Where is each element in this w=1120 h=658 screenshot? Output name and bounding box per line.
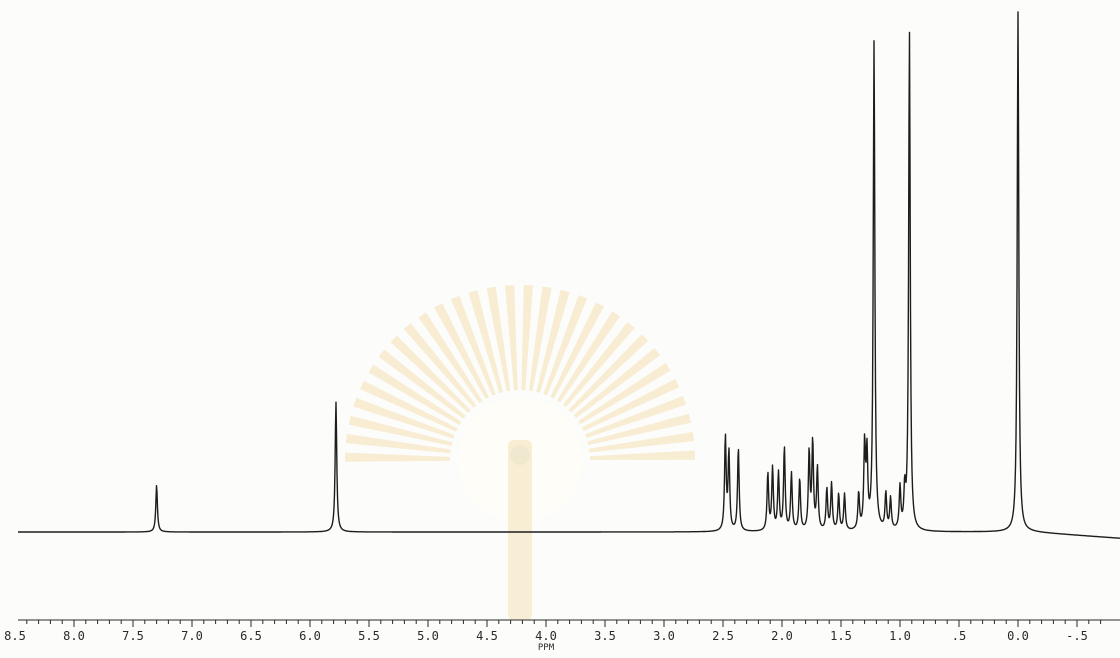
watermark-ray xyxy=(556,311,620,403)
watermark-ray xyxy=(434,303,489,399)
spectrum-trace xyxy=(17,11,1120,539)
watermark-ray xyxy=(486,286,511,392)
x-tick-label: 5.0 xyxy=(417,629,439,643)
x-tick-label: 6.5 xyxy=(240,629,262,643)
watermark-ray xyxy=(378,349,466,419)
watermark-ray xyxy=(587,413,691,446)
x-tick-label: 4.5 xyxy=(476,629,498,643)
watermark-sunburst xyxy=(345,285,695,462)
watermark-ray xyxy=(345,433,451,454)
watermark-ray xyxy=(390,335,471,413)
watermark-ray xyxy=(360,380,458,432)
x-tick-label: 5.5 xyxy=(358,629,380,643)
watermark-ray xyxy=(418,312,483,404)
x-tick-label: 3.5 xyxy=(594,629,616,643)
watermark-ray xyxy=(585,395,687,438)
x-tick-label: 1.5 xyxy=(830,629,852,643)
watermark-emblem xyxy=(345,285,695,620)
watermark-ray xyxy=(468,290,503,394)
x-tick-label: 7.5 xyxy=(122,629,144,643)
x-tick-label: 4.0 xyxy=(535,629,557,643)
x-axis-tick-labels: 8.5 8.0 7.5 7.0 6.5 6.0 5.5 5.0 4.5 4.0 3.5 3.0 2.5 2… xyxy=(4,629,1088,643)
x-axis: 8.5 8.0 7.5 7.0 6.5 6.0 5.5 5.0 4.5 4.0 3.5 3.0 2.5 2… xyxy=(4,619,1120,653)
x-tick-label: 8.0 xyxy=(63,629,85,643)
x-tick-label: 6.0 xyxy=(299,629,321,643)
watermark-ray xyxy=(568,334,649,413)
watermark-ray xyxy=(578,362,671,425)
x-tick-label: -.5 xyxy=(1066,629,1088,643)
watermark-ray xyxy=(589,431,694,453)
watermark-ray xyxy=(589,450,695,460)
watermark-ray xyxy=(368,364,462,425)
watermark-ray xyxy=(505,285,518,391)
watermark-ray xyxy=(573,347,661,419)
x-tick-label: .5 xyxy=(952,629,966,643)
watermark-ray xyxy=(550,302,605,399)
x-axis-title: PPM xyxy=(538,643,555,653)
watermark-ray xyxy=(450,295,496,396)
x-tick-label: 2.5 xyxy=(712,629,734,643)
watermark-ray xyxy=(528,286,552,392)
x-axis-minor-ticks xyxy=(26,620,1102,624)
watermark-spire xyxy=(508,440,532,620)
watermark-ray xyxy=(403,323,477,408)
x-axis-major-ticks xyxy=(73,620,1078,627)
x-tick-label: 3.0 xyxy=(653,629,675,643)
watermark-ray xyxy=(348,415,453,446)
x-tick-label: 8.5 xyxy=(4,629,26,643)
watermark-ray xyxy=(353,397,455,439)
watermark-finial xyxy=(510,445,530,465)
watermark-ray xyxy=(582,378,680,431)
x-tick-label: 7.0 xyxy=(181,629,203,643)
watermark-ray xyxy=(536,289,570,393)
watermark-ray xyxy=(521,285,533,391)
x-tick-label: 2.0 xyxy=(771,629,793,643)
x-tick-label: 1.0 xyxy=(889,629,911,643)
x-tick-label: 0.0 xyxy=(1007,629,1029,643)
watermark-ray xyxy=(543,295,588,396)
watermark-ray xyxy=(563,321,635,408)
watermark-ray xyxy=(345,452,451,462)
